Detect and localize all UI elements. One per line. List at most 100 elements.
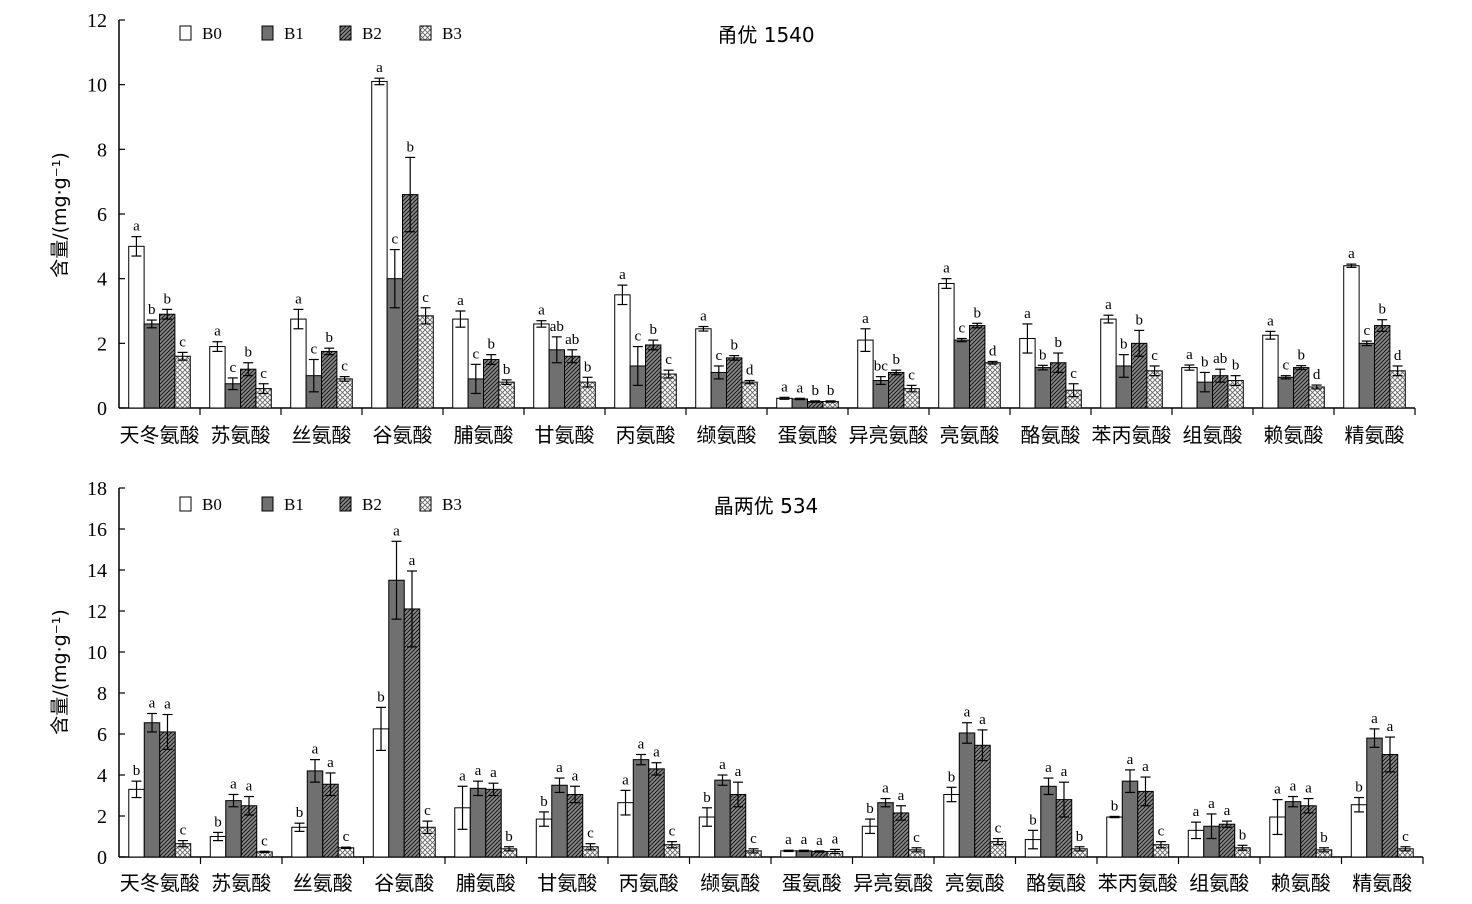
y-tick-label: 6 bbox=[97, 724, 107, 746]
significance-label: a bbox=[619, 267, 626, 283]
bar-b0 bbox=[533, 323, 550, 409]
chart-panel-2: 晶两优 534 含量/(mg·g⁻¹) 0 2 4 6 8 10 12 14 16 18 天冬氨酸苏… bbox=[49, 478, 1424, 895]
significance-label: a bbox=[735, 764, 742, 780]
chart-panel-1: 甬优 1540 含量/(mg·g⁻¹) 0 2 4 6 8 10 12 天冬氨酸 苏氨酸 丝氨酸谷… bbox=[49, 10, 1416, 447]
significance-label: a bbox=[1061, 764, 1068, 780]
legend-swatch-b2 bbox=[339, 496, 352, 512]
bar-b0 bbox=[1343, 265, 1360, 409]
bar-b3 bbox=[174, 355, 191, 409]
bar-b1 bbox=[1358, 342, 1375, 409]
significance-label: a bbox=[979, 712, 986, 728]
significance-label: d bbox=[989, 343, 997, 359]
y-tick-label: 8 bbox=[97, 683, 107, 705]
significance-label: b bbox=[377, 689, 385, 705]
significance-label: b bbox=[827, 383, 835, 399]
legend-swatch-b1 bbox=[261, 496, 274, 512]
x-category-label: 丝氨酸 bbox=[292, 423, 352, 447]
x-category-label: 赖氨酸 bbox=[1271, 871, 1331, 895]
axes-1: 0 2 4 6 8 10 12 天冬氨酸 苏氨酸 丝氨酸 谷氨酸 脯氨酸 甘氨酸 丙氨酸 缬氨酸 蛋氨酸 异亮氨… bbox=[87, 10, 1416, 447]
significance-label: c bbox=[472, 346, 479, 362]
significance-label: a bbox=[882, 781, 889, 797]
significance-label: a bbox=[816, 833, 823, 849]
x-category-label: 精氨酸 bbox=[1345, 423, 1405, 447]
significance-label: c bbox=[310, 342, 317, 358]
bar-b3 bbox=[1389, 370, 1406, 409]
significance-label: a bbox=[862, 311, 869, 327]
legend-2: B0 B1 B2 B3 bbox=[179, 495, 462, 514]
significance-label: b bbox=[892, 352, 900, 368]
y-tick-label: 4 bbox=[97, 269, 107, 291]
significance-label: a bbox=[796, 380, 803, 396]
significance-label: a bbox=[327, 755, 334, 771]
significance-label: c bbox=[1158, 824, 1165, 840]
bar-b3 bbox=[1146, 370, 1163, 409]
legend-label: B1 bbox=[284, 495, 304, 514]
significance-label: a bbox=[1045, 760, 1052, 776]
x-category-label: 异亮氨酸 bbox=[853, 871, 933, 895]
significance-label: c bbox=[634, 329, 641, 345]
legend-label: B1 bbox=[284, 24, 304, 43]
significance-label: c bbox=[343, 829, 350, 845]
bar-b3 bbox=[741, 381, 758, 409]
significance-label: a bbox=[1105, 297, 1112, 313]
bar-b0 bbox=[1106, 816, 1123, 858]
significance-label: c bbox=[908, 367, 915, 383]
bar-b2 bbox=[969, 325, 986, 409]
significance-label: a bbox=[376, 60, 383, 76]
significance-label: a bbox=[164, 697, 171, 713]
bar-b2 bbox=[645, 344, 662, 409]
x-category-label: 谷氨酸 bbox=[373, 423, 433, 447]
bar-b1 bbox=[877, 802, 894, 858]
bar-b2 bbox=[159, 731, 176, 858]
x-category-label: 脯氨酸 bbox=[454, 423, 514, 447]
bar-b1 bbox=[632, 759, 650, 858]
significance-label: b bbox=[1201, 354, 1209, 370]
significance-label: b bbox=[973, 305, 981, 321]
bar-b0 bbox=[371, 80, 388, 409]
bar-b3 bbox=[336, 378, 353, 409]
bar-b3 bbox=[417, 315, 434, 409]
bar-b0 bbox=[128, 788, 145, 858]
legend-label: B2 bbox=[362, 495, 382, 514]
significance-label: b bbox=[1378, 302, 1386, 318]
significance-label: a bbox=[719, 757, 726, 773]
significance-label: c bbox=[260, 366, 267, 382]
bar-b1 bbox=[1040, 785, 1057, 858]
bar-b1 bbox=[1277, 376, 1294, 409]
significance-label: a bbox=[1371, 711, 1378, 727]
bar-b2 bbox=[1293, 367, 1310, 409]
significance-label: b bbox=[1135, 312, 1143, 328]
bar-b1 bbox=[1284, 801, 1302, 858]
x-category-label: 丙氨酸 bbox=[616, 423, 676, 447]
bar-b2 bbox=[1374, 325, 1391, 409]
significance-label: a bbox=[457, 293, 464, 309]
x-category-label: 丝氨酸 bbox=[293, 871, 353, 895]
bar-b0 bbox=[290, 318, 307, 409]
significance-label: a bbox=[230, 776, 237, 792]
significance-label: c bbox=[1151, 348, 1158, 364]
x-category-label: 苯丙氨酸 bbox=[1092, 423, 1172, 447]
legend-swatch-b1 bbox=[261, 25, 274, 41]
bar-b1 bbox=[714, 779, 731, 858]
significance-label: b bbox=[487, 337, 495, 353]
significance-label: a bbox=[700, 309, 707, 325]
significance-label: a bbox=[1305, 781, 1312, 797]
significance-label: a bbox=[393, 523, 400, 539]
significance-label: c bbox=[424, 803, 431, 819]
bar-b0 bbox=[938, 283, 955, 409]
x-category-label: 组氨酸 bbox=[1183, 423, 1243, 447]
bar-b1 bbox=[551, 784, 568, 858]
significance-label: b bbox=[649, 322, 657, 338]
significance-label: b bbox=[214, 814, 222, 830]
x-category-label: 酪氨酸 bbox=[1021, 423, 1081, 447]
x-category-label: 蛋氨酸 bbox=[782, 871, 842, 895]
bar-b2 bbox=[483, 359, 500, 409]
y-tick-label: 12 bbox=[87, 10, 107, 32]
significance-label: b bbox=[505, 829, 513, 845]
significance-label: b bbox=[811, 383, 819, 399]
significance-label: a bbox=[149, 696, 156, 712]
significance-label: a bbox=[1142, 759, 1149, 775]
legend-swatch-b0 bbox=[179, 25, 192, 41]
significance-label: c bbox=[665, 352, 672, 368]
